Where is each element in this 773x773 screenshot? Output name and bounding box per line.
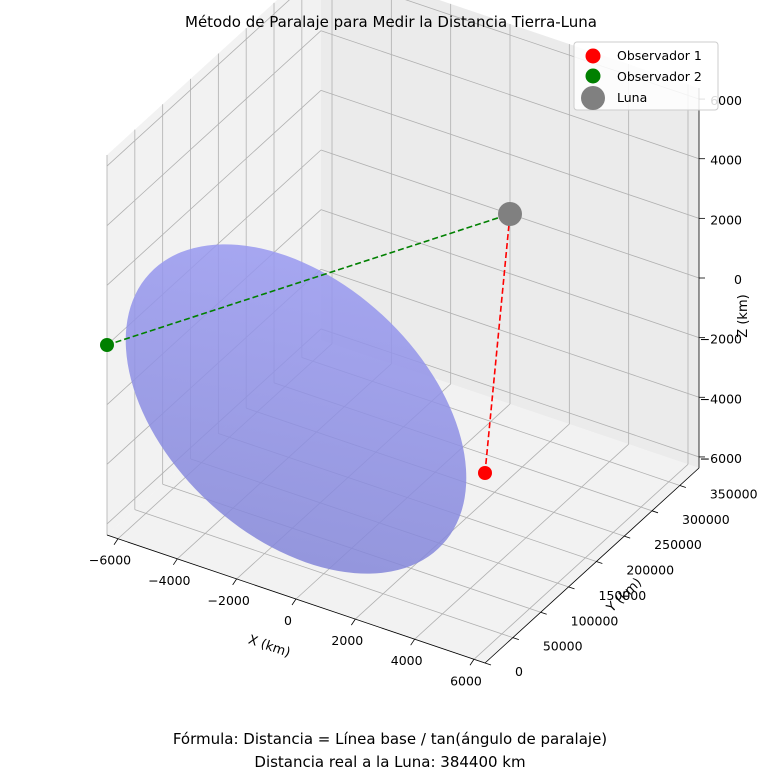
sight-line-2 <box>106 213 511 346</box>
legend-frame <box>573 41 719 111</box>
x-tick-label: 2000 <box>331 633 363 648</box>
x-tick-mark <box>350 618 356 626</box>
x-tick-mark <box>173 558 178 566</box>
z-tick-label: −6000 <box>700 451 742 466</box>
y-tick-label: 100000 <box>571 613 619 628</box>
x-tick-label: −6000 <box>89 553 131 568</box>
y-axis-line <box>484 467 700 664</box>
earth-sphere-layer <box>125 244 467 574</box>
x-tick-label: −2000 <box>208 593 250 608</box>
y-gridline-floor <box>134 509 513 639</box>
x-axis-label: X (km) <box>246 633 292 661</box>
z-tick-label: −2000 <box>700 332 742 347</box>
legend-marker-luna <box>581 86 605 110</box>
chart-title: Método de Paralaje para Medir la Distanc… <box>185 13 597 31</box>
y-tick-mark <box>540 611 547 615</box>
y-tick-label: 350000 <box>710 486 758 501</box>
x-tick-label: −4000 <box>148 573 190 588</box>
x-tick-label: 0 <box>284 613 292 628</box>
legend-marker-observador-2 <box>585 68 601 84</box>
footer-distance: Distancia real a la Luna: 384400 km <box>254 753 525 771</box>
y-tick-mark <box>596 561 603 564</box>
legend-label-luna: Luna <box>617 90 647 105</box>
axes-ticks: −6000 −4000 −2000 0 2000 4000 6000 0 50000 100000… <box>89 88 758 688</box>
footer-formula: Fórmula: Distancia = Línea base / tan(án… <box>173 730 607 748</box>
x-tick-mark <box>113 538 119 545</box>
point-observador-1 <box>478 466 492 480</box>
x-gridline-floor <box>355 423 570 620</box>
y-tick-label: 250000 <box>654 537 702 552</box>
earth-sphere <box>125 244 467 574</box>
y-tick-label: 300000 <box>682 512 730 527</box>
x-tick-label: 6000 <box>450 673 482 688</box>
y-tick-label: 50000 <box>543 639 583 654</box>
x-tick-mark <box>410 638 415 646</box>
x-gridline-floor <box>414 443 629 640</box>
y-tick-mark <box>651 510 659 514</box>
z-tick-label: 4000 <box>710 153 742 168</box>
point-luna <box>498 202 522 226</box>
x-tick-mark <box>232 578 238 586</box>
y-tick-mark <box>484 662 492 666</box>
z-tick-label: 2000 <box>710 212 742 227</box>
legend-label-observador-2: Observador 2 <box>617 69 702 84</box>
x-tick-mark <box>469 659 475 666</box>
sight-line-1 <box>484 213 511 474</box>
chart-marks <box>100 202 522 480</box>
y-tick-label: 150000 <box>599 588 647 603</box>
y-tick-label: 0 <box>515 664 523 679</box>
point-observador-2 <box>100 338 114 352</box>
z-tick-label: −4000 <box>700 391 742 406</box>
z-gridline-left <box>106 90 322 286</box>
z-gridline-back <box>320 89 700 219</box>
legend-marker-observador-1 <box>585 48 601 64</box>
z-axis-label: Z (km) <box>736 294 751 337</box>
x-tick-label: 4000 <box>391 653 423 668</box>
y-tick-mark <box>512 637 519 641</box>
z-tick-label: 0 <box>734 272 742 287</box>
y-tick-mark <box>568 586 575 590</box>
legend-label-observador-1: Observador 1 <box>617 48 702 63</box>
x-gridline-floor <box>473 463 689 660</box>
y-tick-label: 200000 <box>626 563 674 578</box>
x-tick-mark <box>291 598 297 606</box>
z-gridline-back <box>320 209 700 339</box>
z-gridline-left <box>106 0 290 167</box>
z-gridline-back <box>320 30 700 160</box>
z-gridline-left <box>106 30 322 227</box>
z-gridline-back <box>320 268 700 398</box>
y-tick-mark <box>679 485 686 488</box>
y-tick-mark <box>624 535 631 539</box>
legend: Observador 1 Observador 2 Luna <box>573 41 719 111</box>
